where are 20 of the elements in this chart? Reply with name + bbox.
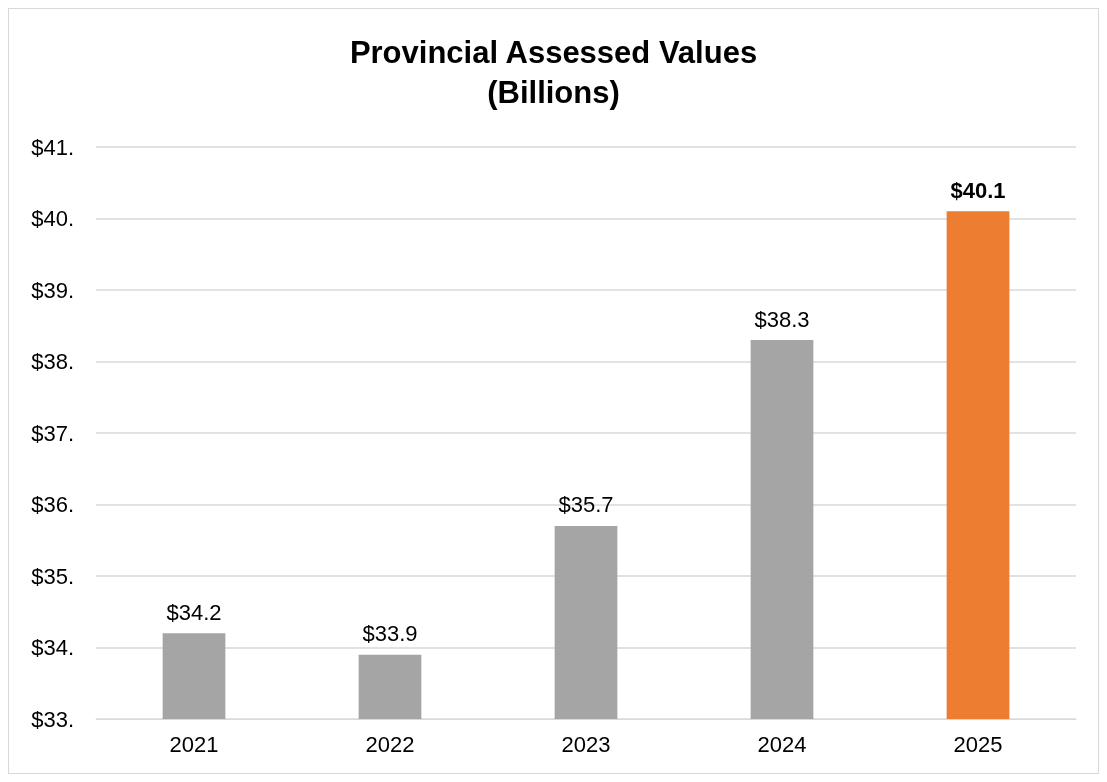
x-tick-label: 2021 [169, 731, 219, 757]
x-tick-label: 2023 [561, 731, 611, 757]
y-tick-label: $41. [31, 134, 74, 160]
y-tick-label: $37. [31, 420, 74, 446]
y-tick-label: $35. [31, 563, 74, 589]
y-tick-label: $39. [31, 277, 74, 303]
x-tick-label: 2024 [757, 731, 807, 757]
data-label: $34.2 [166, 599, 222, 625]
y-tick-label: $36. [31, 492, 74, 517]
y-tick-label: $34. [31, 635, 74, 660]
chart-title: Provincial Assessed Values (Billions) [349, 34, 758, 110]
data-label: $35.7 [558, 492, 614, 518]
data-label: $33.9 [362, 621, 418, 647]
x-tick-label: 2025 [953, 731, 1003, 757]
data-label: $40.1 [950, 177, 1006, 203]
y-tick-label: $40. [31, 206, 74, 231]
y-tick-label: $33. [31, 706, 74, 732]
x-tick-label: 2022 [365, 731, 415, 757]
y-tick-label: $38. [31, 349, 74, 374]
data-label: $38.3 [754, 306, 810, 332]
